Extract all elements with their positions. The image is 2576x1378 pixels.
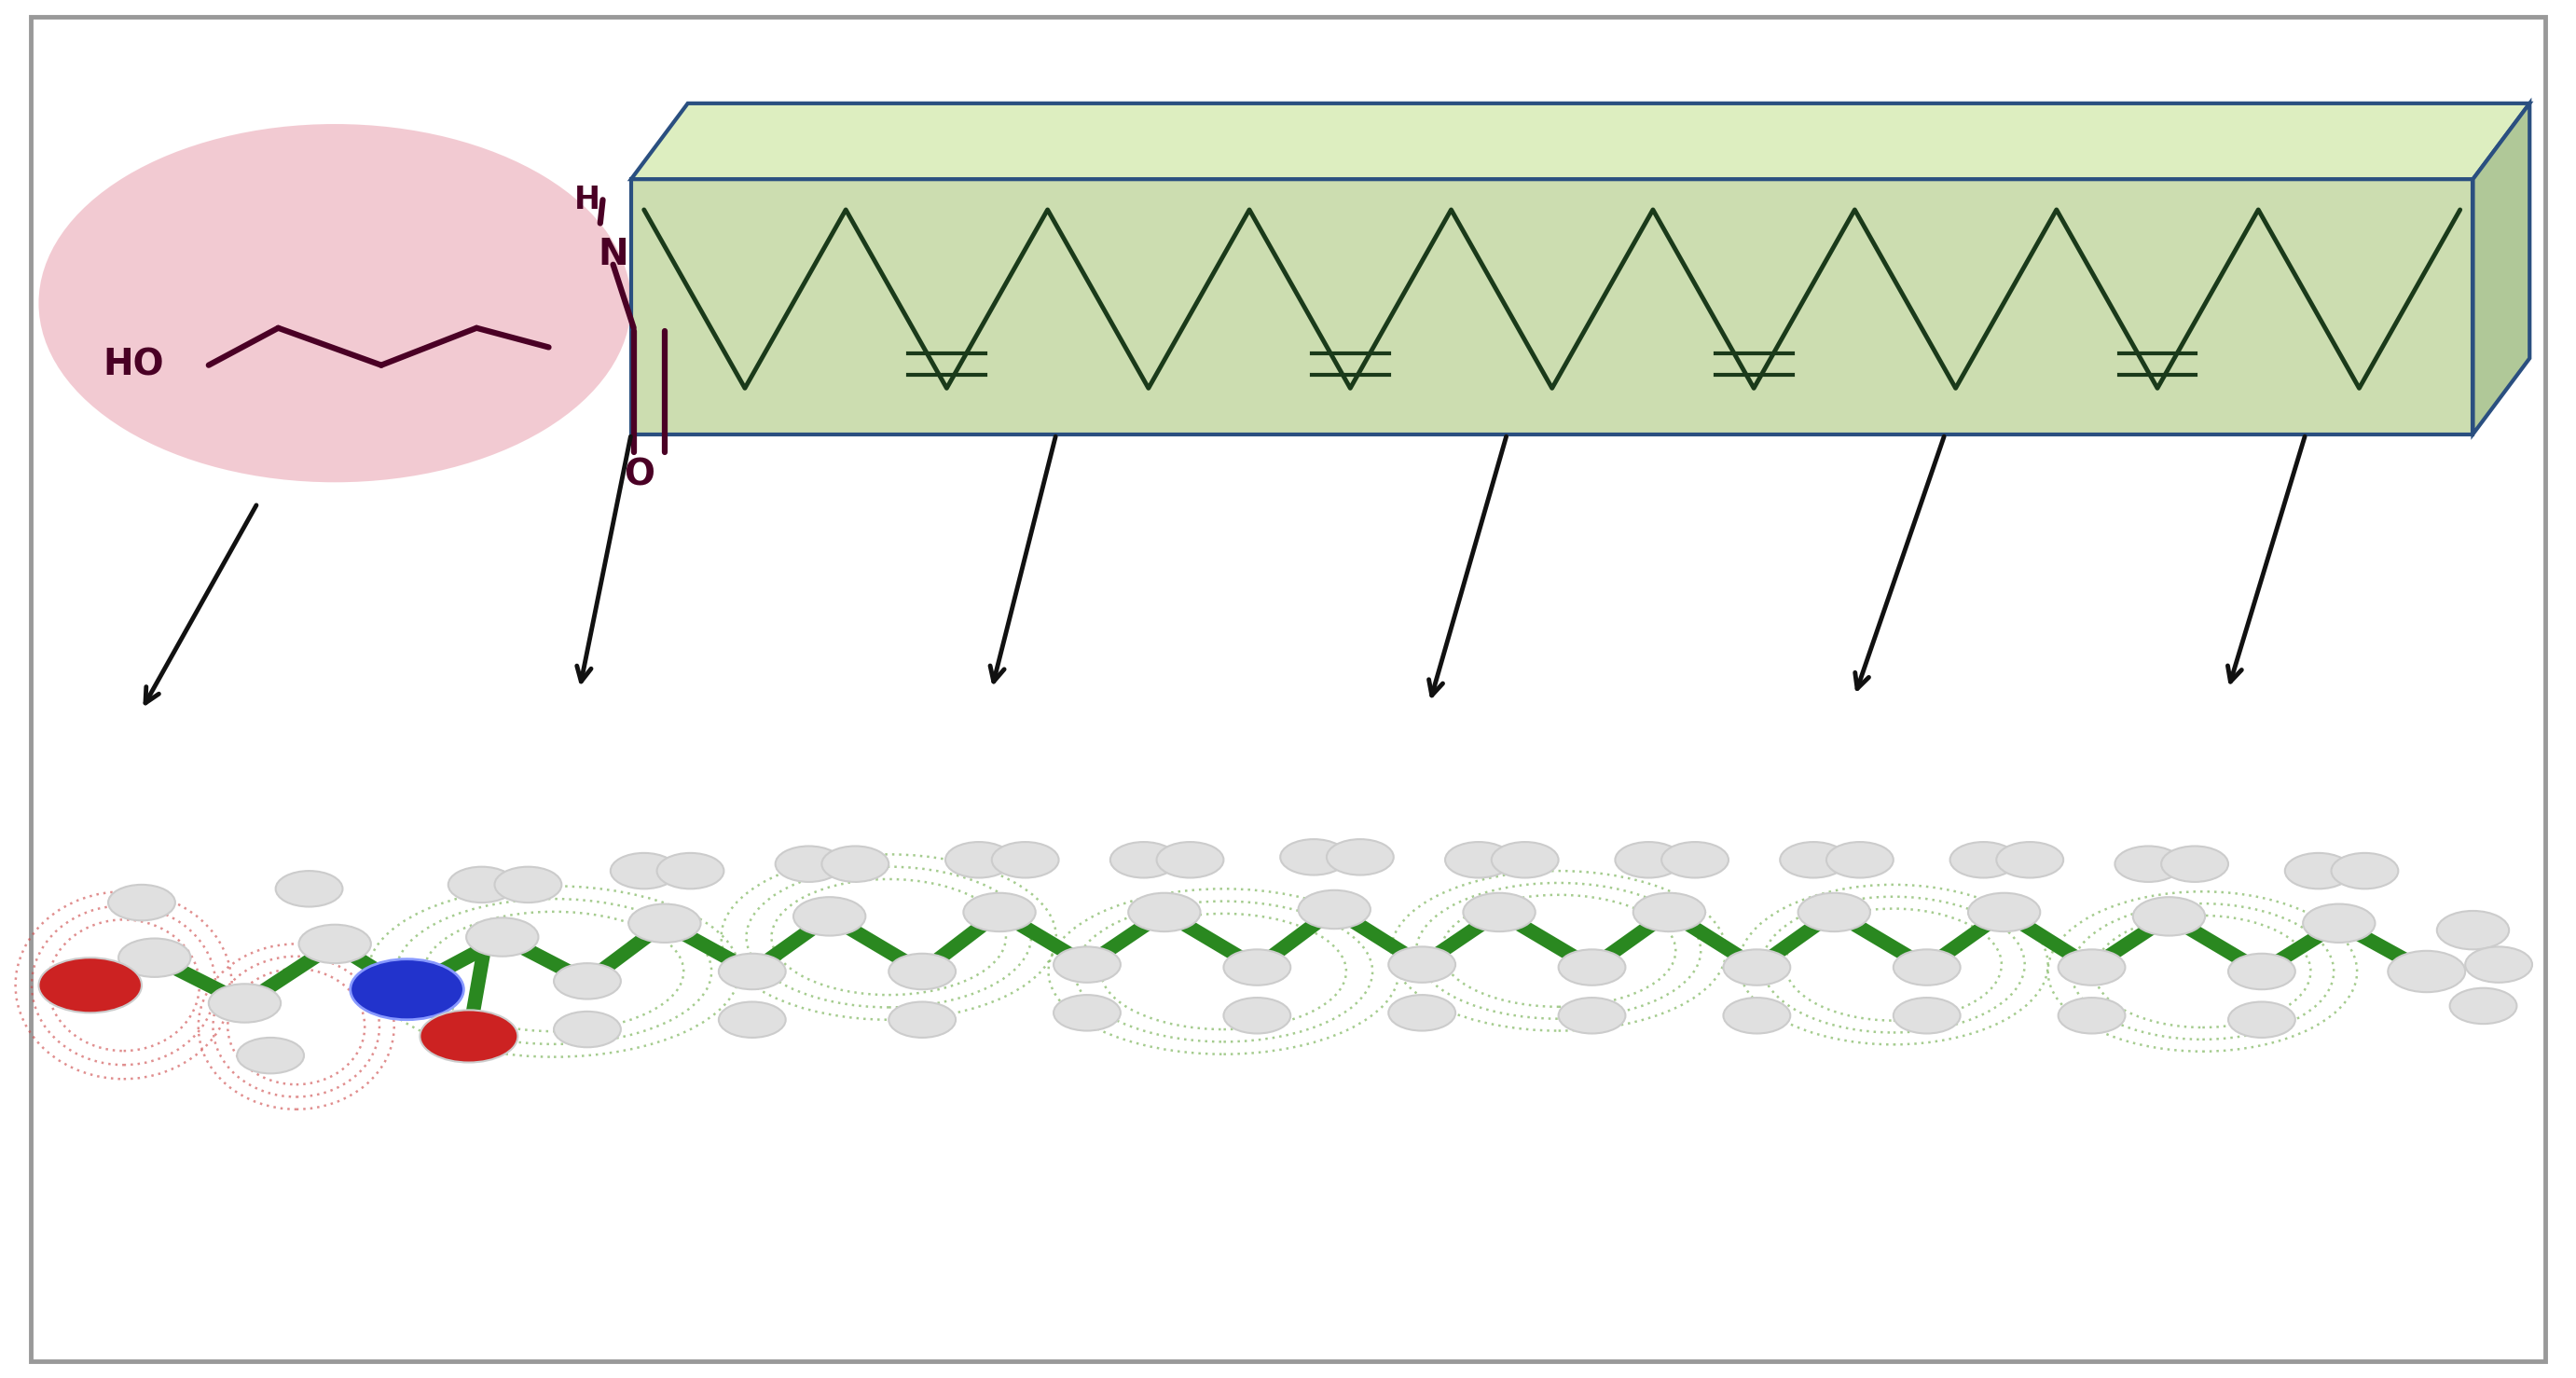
Circle shape xyxy=(554,963,621,999)
Circle shape xyxy=(1157,842,1224,878)
Circle shape xyxy=(2303,904,2375,943)
Circle shape xyxy=(466,918,538,956)
Circle shape xyxy=(1615,842,1682,878)
Circle shape xyxy=(1463,893,1535,932)
Circle shape xyxy=(108,885,175,921)
Circle shape xyxy=(1950,842,2017,878)
Circle shape xyxy=(719,954,786,989)
Circle shape xyxy=(237,1038,304,1073)
Circle shape xyxy=(2133,897,2205,936)
Circle shape xyxy=(945,842,1012,878)
Circle shape xyxy=(1388,947,1455,983)
Circle shape xyxy=(420,1010,518,1062)
Circle shape xyxy=(1298,890,1370,929)
Circle shape xyxy=(2115,846,2182,882)
Circle shape xyxy=(719,1002,786,1038)
Circle shape xyxy=(1798,893,1870,932)
Circle shape xyxy=(1558,949,1625,985)
Circle shape xyxy=(1780,842,1847,878)
Circle shape xyxy=(1280,839,1347,875)
Circle shape xyxy=(889,954,956,989)
Polygon shape xyxy=(2473,103,2530,434)
Circle shape xyxy=(1128,893,1200,932)
Circle shape xyxy=(1327,839,1394,875)
Circle shape xyxy=(1723,949,1790,985)
Circle shape xyxy=(2058,998,2125,1034)
Circle shape xyxy=(1893,949,1960,985)
Circle shape xyxy=(2465,947,2532,983)
Bar xyxy=(631,179,2473,434)
Circle shape xyxy=(448,867,515,903)
Circle shape xyxy=(2058,949,2125,985)
Circle shape xyxy=(1224,949,1291,985)
Circle shape xyxy=(1662,842,1728,878)
Circle shape xyxy=(495,867,562,903)
Circle shape xyxy=(276,871,343,907)
Text: HO: HO xyxy=(103,347,165,383)
Circle shape xyxy=(1968,893,2040,932)
Circle shape xyxy=(1054,995,1121,1031)
Circle shape xyxy=(793,897,866,936)
Circle shape xyxy=(2228,1002,2295,1038)
Circle shape xyxy=(2228,954,2295,989)
Circle shape xyxy=(822,846,889,882)
Circle shape xyxy=(1996,842,2063,878)
Ellipse shape xyxy=(39,124,631,482)
Circle shape xyxy=(299,925,371,963)
Circle shape xyxy=(1445,842,1512,878)
Circle shape xyxy=(611,853,677,889)
Text: O: O xyxy=(623,457,654,493)
Circle shape xyxy=(1388,995,1455,1031)
Circle shape xyxy=(1723,998,1790,1034)
Circle shape xyxy=(350,959,464,1020)
Circle shape xyxy=(2285,853,2352,889)
Circle shape xyxy=(629,904,701,943)
Circle shape xyxy=(1110,842,1177,878)
Circle shape xyxy=(1633,893,1705,932)
Text: H: H xyxy=(574,185,600,215)
Circle shape xyxy=(1054,947,1121,983)
Circle shape xyxy=(992,842,1059,878)
Circle shape xyxy=(1558,998,1625,1034)
Circle shape xyxy=(889,1002,956,1038)
Circle shape xyxy=(2161,846,2228,882)
Circle shape xyxy=(1224,998,1291,1034)
Circle shape xyxy=(2450,988,2517,1024)
Circle shape xyxy=(209,984,281,1022)
Circle shape xyxy=(1893,998,1960,1034)
Circle shape xyxy=(554,1011,621,1047)
Circle shape xyxy=(2331,853,2398,889)
Circle shape xyxy=(2437,911,2509,949)
Polygon shape xyxy=(631,103,2530,179)
Circle shape xyxy=(39,958,142,1013)
Circle shape xyxy=(2388,951,2465,992)
Text: N: N xyxy=(598,237,629,273)
Circle shape xyxy=(963,893,1036,932)
Circle shape xyxy=(118,938,191,977)
Circle shape xyxy=(657,853,724,889)
Circle shape xyxy=(1492,842,1558,878)
Circle shape xyxy=(1826,842,1893,878)
Circle shape xyxy=(775,846,842,882)
